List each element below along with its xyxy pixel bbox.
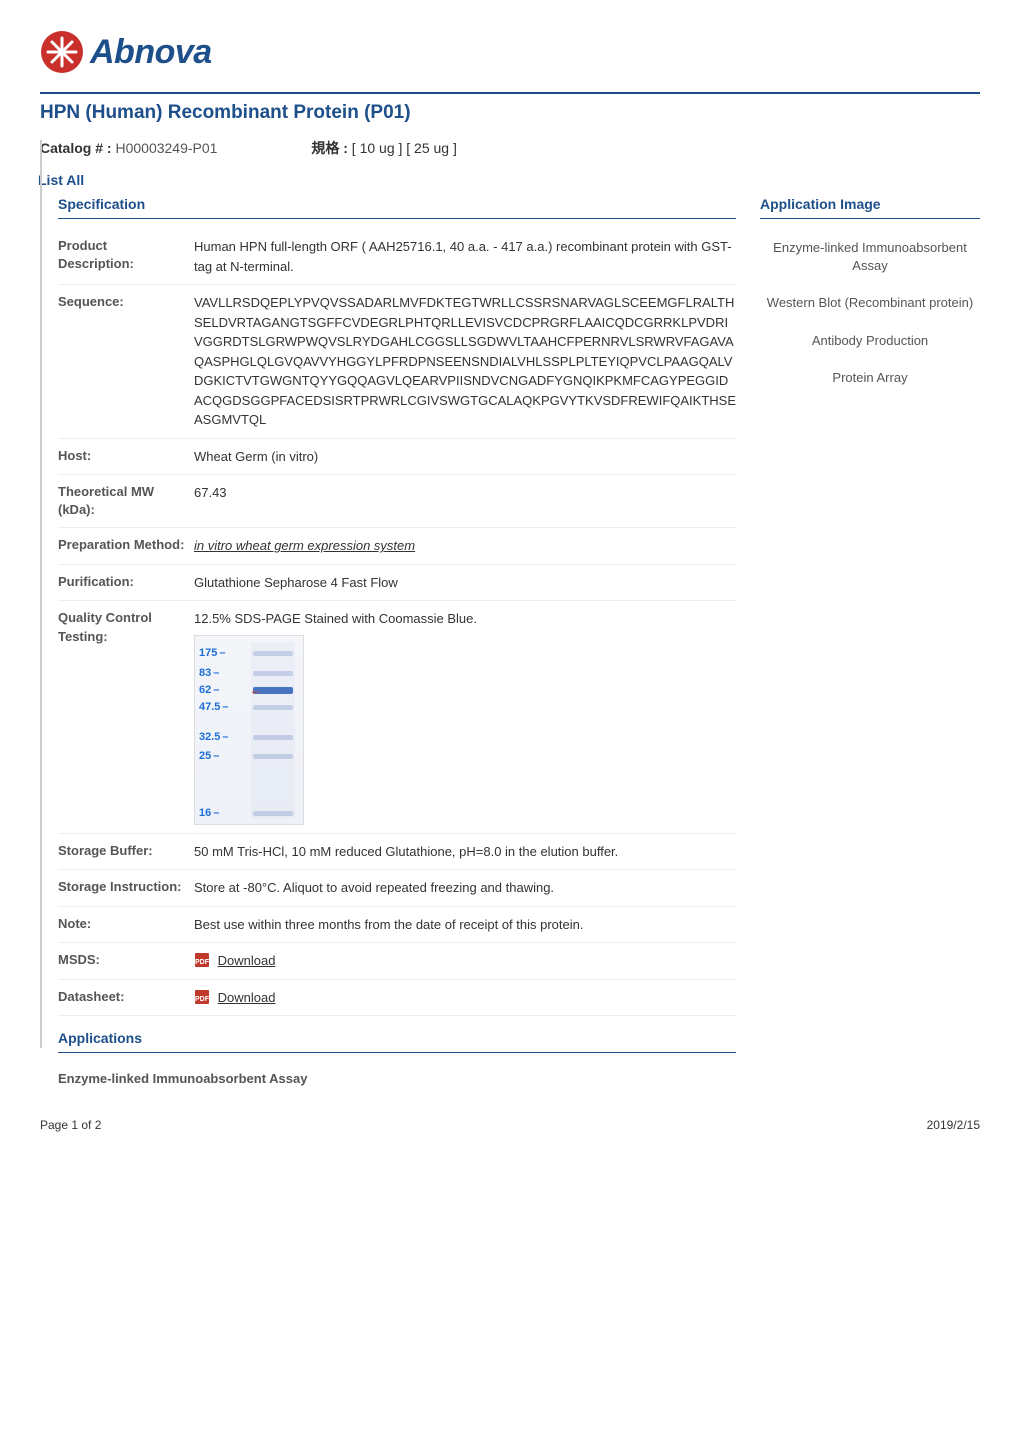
application-image-list: Enzyme-linked Immunoabsorbent AssayWeste… [760, 229, 980, 397]
svg-text:PDF: PDF [195, 959, 210, 966]
gel-band [253, 651, 293, 656]
application-image-item: Protein Array [760, 359, 980, 397]
catalog-row: Catalog # : H00003249-P01 規格 : [ 10 ug ]… [40, 138, 980, 158]
row-note: Note: Best use within three months from … [58, 907, 736, 944]
section-specification: Specification [58, 196, 736, 219]
value-storage-instruction: Store at -80°C. Aliquot to avoid repeate… [194, 878, 736, 898]
value-note: Best use within three months from the da… [194, 915, 736, 935]
gel-band [253, 811, 293, 816]
catalog-spec-label: 規格 : [311, 140, 348, 156]
row-theoretical-mw: Theoretical MW (kDa): 67.43 [58, 475, 736, 528]
gel-image: 175– 83–62–47.5– 32.5– 25– 16– ← [194, 635, 304, 825]
applications-subheading: Enzyme-linked Immunoabsorbent Assay [58, 1063, 736, 1088]
svg-text:PDF: PDF [195, 996, 210, 1003]
gel-tick: 83– [199, 665, 219, 682]
gel-band [253, 705, 293, 710]
main-column: Specification Product Description: Human… [58, 196, 736, 1088]
gel-tick: 32.5– [199, 729, 229, 746]
section-applications: Applications [58, 1030, 736, 1053]
logo-badge-icon [40, 30, 84, 74]
preparation-method-link[interactable]: in vitro wheat germ expression system [194, 538, 415, 553]
title-bar: HPN (Human) Recombinant Protein (P01) [40, 92, 980, 124]
value-purification: Glutathione Sepharose 4 Fast Flow [194, 573, 736, 593]
gel-band [253, 671, 293, 676]
label-storage-instruction: Storage Instruction: [58, 878, 186, 898]
catalog-spec-value: [ 10 ug ] [ 25 ug ] [352, 140, 457, 156]
side-column: Application Image Enzyme-linked Immunoab… [760, 196, 980, 1088]
label-host: Host: [58, 447, 186, 467]
value-msds: PDF Download [194, 951, 736, 971]
page-title: HPN (Human) Recombinant Protein (P01) [40, 102, 980, 124]
row-preparation-method: Preparation Method: in vitro wheat germ … [58, 528, 736, 565]
label-quality-control: Quality Control Testing: [58, 609, 186, 825]
gel-lane [251, 642, 295, 818]
gel-arrow-icon: ← [249, 680, 263, 701]
section-application-image: Application Image [760, 196, 980, 219]
row-sequence: Sequence: VAVLLRSDQEPLYPVQVSSADARLMVFDKT… [58, 285, 736, 439]
gel-band [253, 754, 293, 759]
value-host: Wheat Germ (in vitro) [194, 447, 736, 467]
label-datasheet: Datasheet: [58, 988, 186, 1008]
label-storage-buffer: Storage Buffer: [58, 842, 186, 862]
footer-date: 2019/2/15 [927, 1118, 980, 1132]
msds-download-link[interactable]: Download [218, 953, 276, 968]
row-product-description: Product Description: Human HPN full-leng… [58, 229, 736, 285]
page-footer: Page 1 of 2 2019/2/15 [0, 1108, 1020, 1146]
label-theoretical-mw: Theoretical MW (kDa): [58, 483, 186, 519]
datasheet-download-link[interactable]: Download [218, 990, 276, 1005]
brand-logo: Abnova [40, 30, 980, 74]
pdf-icon: PDF [194, 952, 210, 968]
label-purification: Purification: [58, 573, 186, 593]
footer-page: Page 1 of 2 [40, 1118, 101, 1132]
gel-tick: 175– [199, 645, 225, 662]
value-datasheet: PDF Download [194, 988, 736, 1008]
label-note: Note: [58, 915, 186, 935]
row-datasheet: Datasheet: PDF Download [58, 980, 736, 1017]
row-msds: MSDS: PDF Download [58, 943, 736, 980]
row-purification: Purification: Glutathione Sepharose 4 Fa… [58, 565, 736, 602]
gel-tick: 62– [199, 682, 219, 699]
value-product-description: Human HPN full-length ORF ( AAH25716.1, … [194, 237, 736, 276]
qc-text: 12.5% SDS-PAGE Stained with Coomassie Bl… [194, 611, 477, 626]
label-sequence: Sequence: [58, 293, 186, 430]
value-storage-buffer: 50 mM Tris-HCl, 10 mM reduced Glutathion… [194, 842, 736, 862]
gel-tick: 16– [199, 804, 219, 821]
catalog-value: H00003249-P01 [115, 140, 217, 156]
label-preparation-method: Preparation Method: [58, 536, 186, 556]
value-theoretical-mw: 67.43 [194, 483, 736, 519]
brand-name: Abnova [90, 33, 212, 72]
label-product-description: Product Description: [58, 237, 186, 276]
label-msds: MSDS: [58, 951, 186, 971]
value-preparation-method: in vitro wheat germ expression system [194, 536, 736, 556]
value-quality-control: 12.5% SDS-PAGE Stained with Coomassie Bl… [194, 609, 736, 825]
gel-tick: 47.5– [199, 699, 229, 716]
application-image-item: Antibody Production [760, 322, 980, 360]
row-storage-buffer: Storage Buffer: 50 mM Tris-HCl, 10 mM re… [58, 834, 736, 871]
application-image-item: Western Blot (Recombinant protein) [760, 284, 980, 322]
application-image-item: Enzyme-linked Immunoabsorbent Assay [760, 229, 980, 284]
value-sequence: VAVLLRSDQEPLYPVQVSSADARLMVFDKTEGTWRLLCSS… [194, 293, 736, 430]
pdf-icon: PDF [194, 989, 210, 1005]
catalog-label: Catalog # : [40, 140, 112, 156]
gel-band [253, 735, 293, 740]
left-vertical-rule [40, 140, 42, 1048]
row-host: Host: Wheat Germ (in vitro) [58, 439, 736, 476]
row-quality-control: Quality Control Testing: 12.5% SDS-PAGE … [58, 601, 736, 834]
gel-tick: 25– [199, 748, 219, 765]
row-storage-instruction: Storage Instruction: Store at -80°C. Ali… [58, 870, 736, 907]
list-all-link[interactable]: List All [38, 172, 84, 188]
